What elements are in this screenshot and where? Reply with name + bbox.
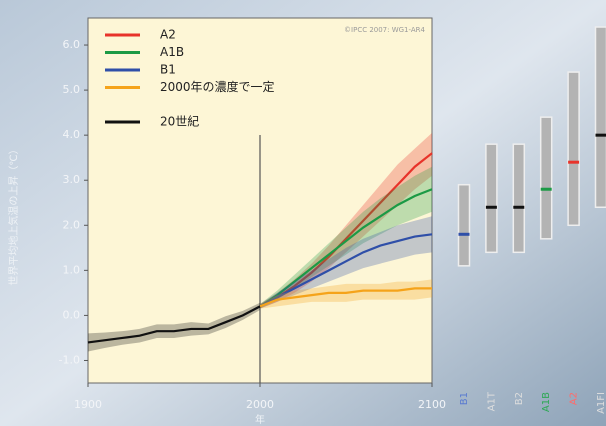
range-bar bbox=[541, 117, 552, 239]
range-bar bbox=[459, 185, 470, 266]
y-tick-label: 5.0 bbox=[63, 83, 81, 96]
y-tick-label: 3.0 bbox=[63, 173, 81, 186]
range-bar bbox=[513, 144, 524, 252]
chart: ©IPCC 2007: WG1-AR4 世界平均地上気温の上昇（℃） 年 -1.… bbox=[0, 0, 606, 426]
category-label: A1B bbox=[541, 392, 552, 412]
y-tick-label: 2.0 bbox=[63, 218, 81, 231]
y-tick-label: 6.0 bbox=[63, 38, 81, 51]
range-bar bbox=[568, 72, 579, 225]
category-label: B1 bbox=[459, 392, 470, 405]
legend-label: B1 bbox=[160, 63, 176, 77]
legend-label: 2000年の濃度で一定 bbox=[160, 79, 275, 94]
y-tick-label: 0.0 bbox=[63, 308, 81, 321]
legend-label: 20世紀 bbox=[160, 115, 199, 129]
y-tick-label: -1.0 bbox=[59, 353, 80, 366]
x-tick-label: 1900 bbox=[74, 398, 102, 411]
page: ©IPCC 2007: WG1-AR4 世界平均地上気温の上昇（℃） 年 -1.… bbox=[0, 0, 606, 426]
legend-label: A2 bbox=[160, 28, 176, 42]
category-label: A2 bbox=[569, 392, 580, 405]
y-axis-label: 世界平均地上気温の上昇（℃） bbox=[7, 144, 20, 285]
category-label: A1T bbox=[486, 391, 497, 411]
y-tick-label: 1.0 bbox=[63, 263, 81, 276]
legend-label: A1B bbox=[160, 45, 184, 59]
x-tick-label: 2100 bbox=[418, 398, 446, 411]
y-tick-label: 4.0 bbox=[63, 128, 81, 141]
category-label: A1FI bbox=[596, 392, 606, 414]
range-bar bbox=[486, 144, 497, 252]
x-tick-label: 2000 bbox=[246, 398, 274, 411]
x-axis-label: 年 bbox=[255, 413, 265, 426]
attribution: ©IPCC 2007: WG1-AR4 bbox=[344, 26, 426, 34]
range-bar bbox=[596, 27, 606, 207]
category-label: B2 bbox=[514, 392, 525, 405]
